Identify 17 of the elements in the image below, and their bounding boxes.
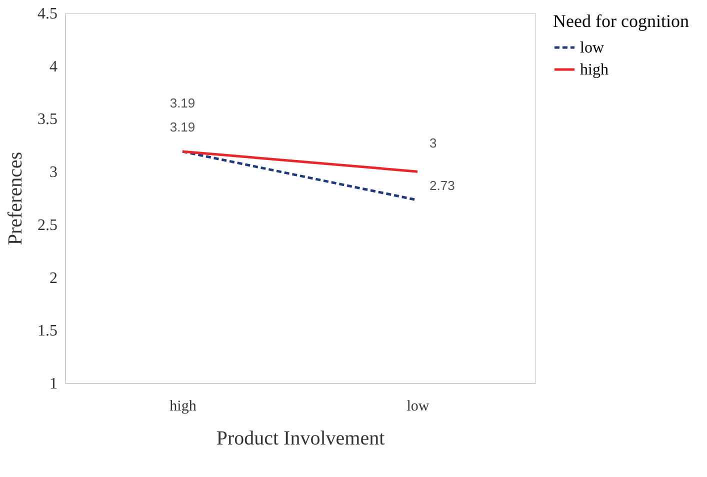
y-axis-title: Preferences	[4, 152, 26, 246]
y-tick-label: 4.5	[38, 6, 58, 22]
y-tick-label: 1	[50, 376, 58, 392]
legend-label: low	[580, 40, 604, 56]
data-label: 3.19	[170, 119, 196, 134]
y-tick-label: 2.5	[38, 216, 58, 234]
y-tick-label: 4	[50, 58, 58, 76]
y-tick-label: 3.5	[38, 111, 58, 128]
y-tick-label: 3	[50, 164, 58, 182]
data-label: 3	[430, 136, 437, 151]
y-tick-label: 2	[50, 270, 58, 287]
data-label: 3.19	[170, 95, 196, 110]
legend-label: high	[580, 62, 608, 78]
legend-title: Need for cognition	[553, 11, 689, 31]
data-label: 2.73	[430, 178, 455, 194]
y-tick-label: 1.5	[38, 322, 58, 340]
x-axis-title: Product Involvement	[216, 428, 386, 450]
